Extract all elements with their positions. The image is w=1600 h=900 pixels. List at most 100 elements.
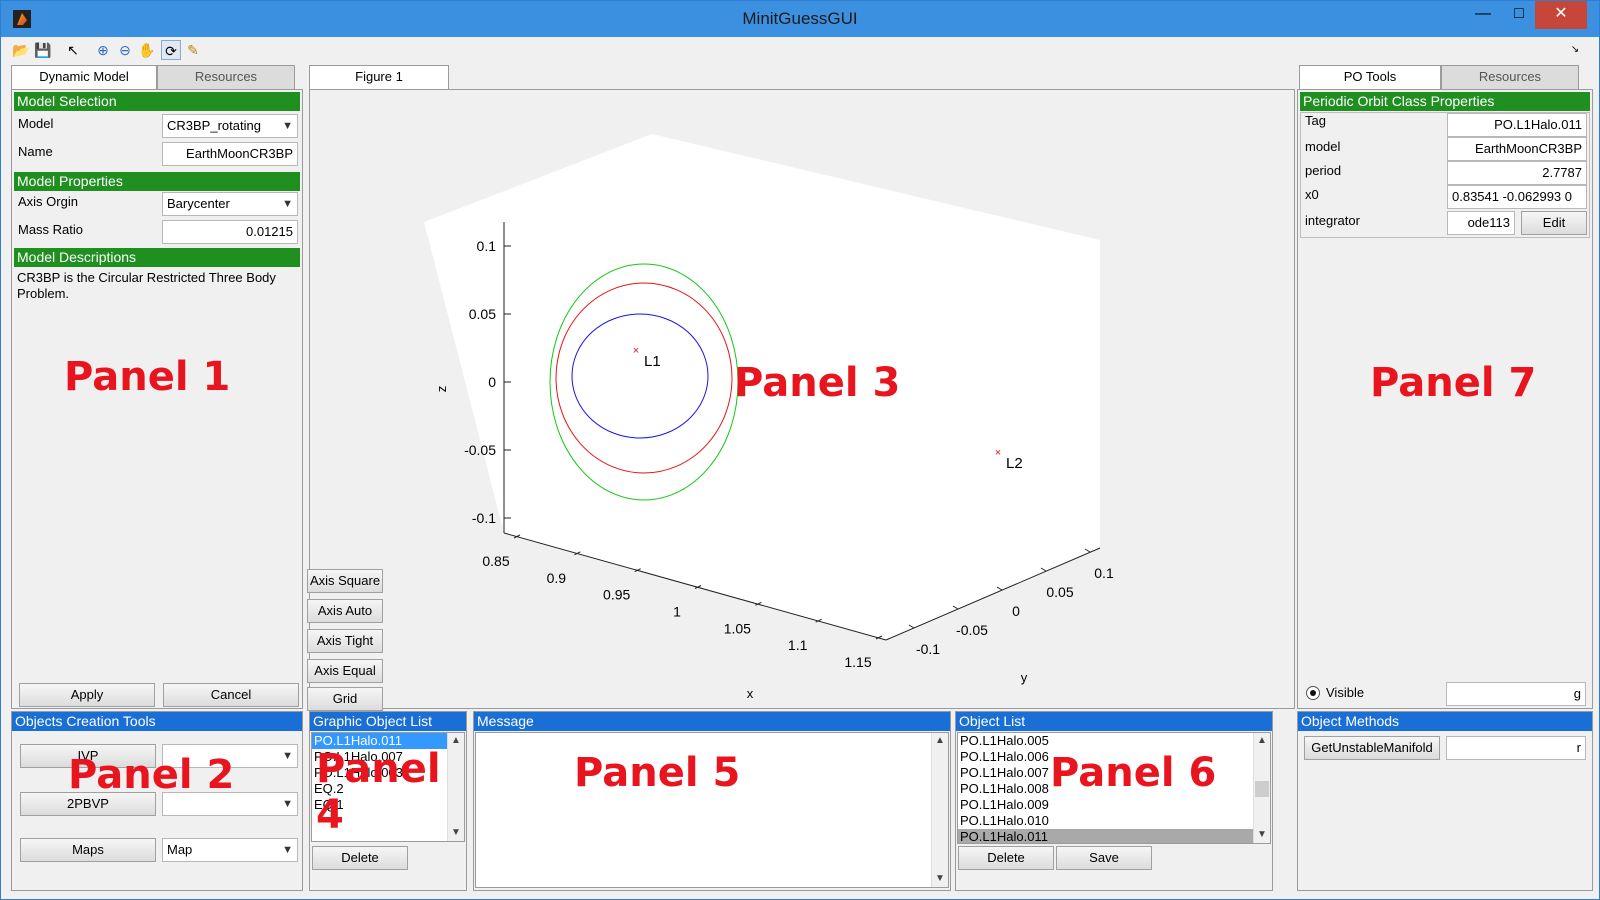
grid-button[interactable]: Grid (307, 687, 383, 711)
ivp-select[interactable]: ▼ (162, 744, 298, 768)
model-prop-field[interactable]: EarthMoonCR3BP (1447, 137, 1587, 161)
tag-field[interactable]: PO.L1Halo.011 (1447, 113, 1587, 137)
data-cursor-icon[interactable]: ✎ (187, 42, 199, 58)
list-item[interactable]: PO.L1Halo.005 (960, 733, 1049, 748)
tab-dynamic-model[interactable]: Dynamic Model (11, 65, 157, 89)
zoom-out-icon[interactable]: ⊖ (119, 42, 131, 58)
minimize-button[interactable]: — (1475, 5, 1491, 22)
maps-select-value: Map (167, 842, 193, 857)
panel-5-overlay-label: Panel 5 (574, 750, 741, 796)
object-list-scrollbar[interactable]: ▲ ▼ (1253, 733, 1270, 843)
2pbvp-select[interactable]: ▼ (162, 792, 298, 816)
x-tick-mark (755, 601, 762, 606)
list-item[interactable]: PO.L1Halo.008 (960, 781, 1049, 796)
message-box[interactable]: ▲ ▼ (475, 732, 949, 888)
list-item[interactable]: EQ.2 (314, 781, 344, 796)
scroll-down-icon[interactable]: ▼ (935, 873, 945, 884)
objects-creation-panel: Objects Creation Tools IVP ▼ 2PBVP ▼ Map… (11, 711, 303, 891)
get-unstable-manifold-button[interactable]: GetUnstableManifold (1304, 736, 1440, 760)
list-item[interactable]: PO.L1Halo.010 (960, 813, 1049, 828)
axis-origin-select[interactable]: Barycenter ▼ (162, 192, 298, 216)
period-field[interactable]: 2.7787 (1447, 161, 1587, 185)
panel-1-overlay-label: Panel 1 (64, 354, 231, 400)
pan-hand-icon[interactable]: ✋ (138, 42, 156, 58)
2pbvp-button[interactable]: 2PBVP (20, 792, 156, 816)
lagrange-point-label: L2 (1006, 455, 1023, 472)
y-tick-label: -0.1 (916, 641, 940, 657)
panel-6-overlay-label: Panel 6 (1050, 750, 1217, 796)
mass-ratio-field[interactable]: 0.01215 (162, 220, 298, 244)
orbit-3d-plot[interactable]: 0.1 0.05 0 -0.05 -0.1 0.85 0.9 0.95 1 1.05 1.1 1.1… (310, 90, 1294, 708)
list-item[interactable]: PO.L1Halo.006 (960, 749, 1049, 764)
pointer-icon[interactable]: ↖ (67, 42, 79, 58)
halo-orbit-series (555, 282, 733, 474)
y-ticks: -0.1 -0.05 0 0.05 0.1 (908, 548, 1114, 657)
scroll-up-icon[interactable]: ▲ (451, 735, 461, 746)
list-item[interactable]: EQ.1 (314, 797, 344, 812)
method-argument-field[interactable]: r (1446, 736, 1586, 760)
tab-resources-right[interactable]: Resources (1441, 65, 1579, 89)
x-tick-mark (574, 551, 581, 556)
y-axis-line (885, 547, 1101, 641)
model-selection-header: Model Selection (14, 92, 300, 111)
scroll-down-icon[interactable]: ▼ (451, 827, 461, 838)
chevron-down-icon: ▼ (282, 798, 293, 810)
graphic-object-panel: Graphic Object List PO.L1Halo.011 PO.L1H… (309, 711, 467, 891)
x0-label: x0 (1305, 187, 1319, 202)
object-list[interactable]: PO.L1Halo.005 PO.L1Halo.006 PO.L1Halo.00… (957, 732, 1271, 844)
model-panel: Model Selection Model CR3BP_rotating ▼ Na… (11, 89, 303, 709)
open-folder-icon[interactable]: 📂 (12, 42, 30, 58)
object-list-panel: Object List PO.L1Halo.005 PO.L1Halo.006 … (955, 711, 1273, 891)
graphic-list-scrollbar[interactable]: ▲ ▼ (447, 733, 464, 841)
model-select[interactable]: CR3BP_rotating ▼ (162, 114, 298, 138)
tab-figure-1[interactable]: Figure 1 (309, 65, 449, 89)
list-item[interactable]: PO.L1Halo.011 (958, 829, 1270, 843)
apply-button[interactable]: Apply (19, 683, 155, 707)
tab-po-tools[interactable]: PO Tools (1299, 65, 1441, 89)
x-tick-label: 0.85 (482, 553, 509, 569)
toolbar-overflow-icon[interactable]: ↘ (1570, 44, 1580, 55)
rotate-3d-icon[interactable]: ⟳ (161, 40, 181, 60)
visible-field[interactable]: g (1446, 682, 1586, 706)
ivp-button[interactable]: IVP (20, 744, 156, 768)
axis-equal-button[interactable]: Axis Equal (307, 659, 383, 683)
x0-field[interactable]: 0.83541 -0.062993 0 (1447, 185, 1587, 209)
scroll-up-icon[interactable]: ▲ (1257, 735, 1267, 746)
x-tick-label: 1.1 (788, 637, 808, 653)
scroll-up-icon[interactable]: ▲ (935, 735, 945, 746)
visible-label: Visible (1326, 685, 1365, 700)
halo-orbit-series (549, 263, 739, 501)
tab-resources-left[interactable]: Resources (157, 65, 295, 89)
axis-auto-button[interactable]: Axis Auto (307, 599, 383, 623)
zoom-in-icon[interactable]: ⊕ (97, 42, 109, 58)
delete-graphic-button[interactable]: Delete (312, 846, 408, 870)
save-icon[interactable]: 💾 (34, 42, 52, 58)
edit-integrator-button[interactable]: Edit (1521, 211, 1587, 235)
graphic-object-list[interactable]: PO.L1Halo.011 PO.L1Halo.007 PO.L1Halo.00… (311, 732, 465, 842)
axis-square-button[interactable]: Axis Square (307, 569, 383, 593)
y-tick-label: 0.1 (1094, 565, 1114, 581)
scroll-down-icon[interactable]: ▼ (1257, 829, 1267, 840)
panel-3-overlay-label: Panel 3 (734, 360, 901, 406)
integrator-field[interactable]: ode113 (1447, 211, 1515, 235)
list-item[interactable]: PO.L1Halo.007 (960, 765, 1049, 780)
cancel-button[interactable]: Cancel (163, 683, 299, 707)
scroll-thumb[interactable] (1255, 781, 1269, 797)
axis-tight-button[interactable]: Axis Tight (307, 629, 383, 653)
maps-button[interactable]: Maps (20, 838, 156, 862)
y-tick-mark (1084, 548, 1091, 553)
message-scrollbar[interactable]: ▲ ▼ (931, 733, 948, 887)
delete-object-button[interactable]: Delete (958, 846, 1054, 870)
maps-select[interactable]: Map ▼ (162, 838, 298, 862)
list-item[interactable]: PO.L1Halo.003 (314, 765, 403, 780)
list-item[interactable]: PO.L1Halo.009 (960, 797, 1049, 812)
visible-radio[interactable] (1306, 686, 1320, 700)
z-tick-label: 0.1 (477, 238, 497, 254)
list-item[interactable]: PO.L1Halo.007 (314, 749, 403, 764)
lagrange-points: × L1 × L2 (633, 345, 1023, 472)
list-item[interactable]: PO.L1Halo.011 (312, 733, 464, 749)
save-object-button[interactable]: Save (1056, 846, 1152, 870)
close-button[interactable]: ✕ (1535, 1, 1587, 29)
name-field[interactable]: EarthMoonCR3BP (162, 142, 298, 166)
maximize-button[interactable]: □ (1514, 5, 1524, 22)
